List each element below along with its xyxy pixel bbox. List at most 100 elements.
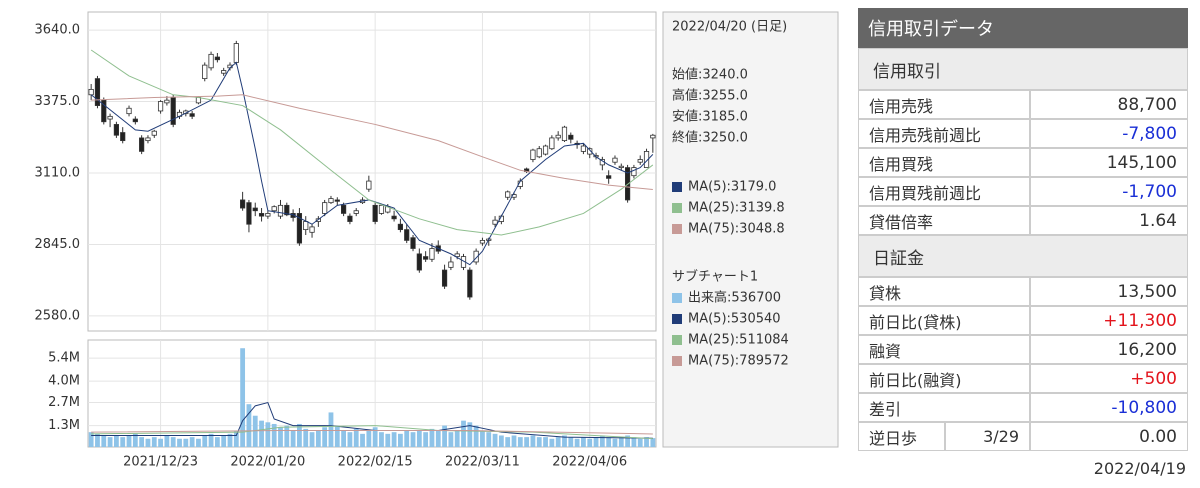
volume-bar [101, 435, 107, 447]
candle-body [372, 204, 378, 222]
volume-bar [328, 412, 334, 447]
volume-bar [322, 427, 328, 447]
volume-bar [246, 404, 252, 447]
candle-body [347, 215, 353, 222]
volume-bar [587, 438, 593, 447]
volume-bar [353, 428, 359, 447]
volume-bar [284, 425, 290, 447]
volume-bar [114, 435, 119, 447]
volume-bar [410, 432, 416, 447]
volume-bar [202, 435, 208, 447]
candle-body [404, 229, 410, 241]
volume-bar [139, 437, 145, 447]
candle-body [473, 250, 479, 263]
volume-bar [442, 425, 447, 447]
y-tick-label: 4.0M [48, 374, 80, 389]
volume-bar [372, 427, 378, 447]
volume-bar [151, 437, 157, 447]
volume-bar [347, 432, 353, 447]
ohlc-label: 高値:3255.0 [672, 88, 748, 104]
legend-swatch [672, 224, 682, 234]
candle-body [618, 165, 624, 168]
volume-bar [107, 437, 113, 447]
plot-area [87, 11, 657, 332]
row-label: 前日比(融資) [858, 364, 1030, 393]
row-value: 88,700 [1030, 90, 1188, 119]
row-label: 融資 [858, 335, 1030, 364]
y-tick-label: 5.4M [48, 351, 80, 366]
candle-body [391, 215, 397, 220]
row-value: 0.00 [1030, 422, 1188, 451]
volume-bar [618, 437, 624, 447]
row-label: 信用売残 [858, 90, 1030, 119]
x-tick-label: 2021/12/23 [123, 455, 198, 470]
candle-body [221, 70, 227, 74]
y-tick-label: 2580.0 [35, 308, 81, 323]
candle-body [561, 126, 568, 142]
candle-body [549, 137, 555, 150]
candle-body [258, 213, 265, 217]
row-label: 差引 [858, 393, 1030, 422]
volume-bar [265, 422, 271, 447]
volume-bar [517, 437, 523, 447]
volume-bar [341, 430, 346, 447]
candle-body [454, 253, 460, 257]
volume-bar [416, 430, 422, 447]
chart: 2580.0 2845.0 3110.0 3375.0 3640.0 MA(5):3179… [35, 11, 839, 470]
volume-bar [549, 438, 555, 447]
y-tick-label: 3640.0 [35, 23, 81, 38]
volume-bar [126, 435, 132, 447]
candle-body [479, 239, 486, 244]
candle-body [631, 167, 637, 177]
candle-body [467, 269, 473, 298]
legend-label: MA(75):789572 [688, 354, 789, 369]
volume-bar [429, 428, 435, 447]
volume-bar [297, 423, 302, 447]
candle-body [164, 99, 170, 104]
candle-body [580, 145, 587, 152]
volume-bar [170, 437, 176, 447]
candle-body [542, 145, 549, 155]
volume-bar [637, 438, 643, 447]
volume-bar [208, 433, 214, 447]
row-label: 貸株 [858, 277, 1030, 306]
row-value: 1.64 [1030, 206, 1188, 235]
row-value: 145,100 [1030, 148, 1188, 177]
ma-line [91, 94, 653, 190]
row-label: 前日比(貸株) [858, 306, 1030, 335]
legend-label: MA(5):530540 [688, 312, 781, 327]
volume-bar [252, 415, 258, 447]
candle-body [423, 256, 429, 260]
y-tick-label: 2845.0 [35, 237, 81, 252]
candle-body [101, 99, 107, 123]
row-label: 信用買残前週比 [858, 177, 1030, 206]
volume-bar [132, 433, 138, 447]
legend-swatch [672, 314, 682, 324]
candle-body [151, 130, 157, 136]
candle-body [353, 210, 359, 214]
volume-bar [278, 427, 283, 447]
volume-bar [379, 432, 384, 447]
volume-bar [303, 428, 309, 447]
volume-bar [505, 437, 511, 447]
candle-body [113, 124, 119, 136]
volume-bar [593, 437, 599, 447]
volume-bar [530, 435, 536, 447]
volume-bar [631, 437, 637, 447]
legend-swatch [672, 356, 682, 366]
volume-bar [492, 433, 498, 447]
volume-bar [334, 425, 340, 447]
candle-body [536, 148, 542, 158]
volume-bar [511, 435, 517, 447]
volume-bar [543, 437, 548, 447]
volume-bar [581, 437, 586, 447]
legend-label: 出来高:536700 [688, 290, 781, 306]
volume-bar [454, 430, 460, 447]
candle-body [132, 118, 138, 123]
candle-body [429, 248, 435, 260]
volume-bar [555, 437, 561, 447]
volume-bar [391, 432, 397, 447]
candle-body [189, 113, 195, 117]
volume-bar [612, 438, 618, 447]
candle-body [202, 64, 208, 80]
